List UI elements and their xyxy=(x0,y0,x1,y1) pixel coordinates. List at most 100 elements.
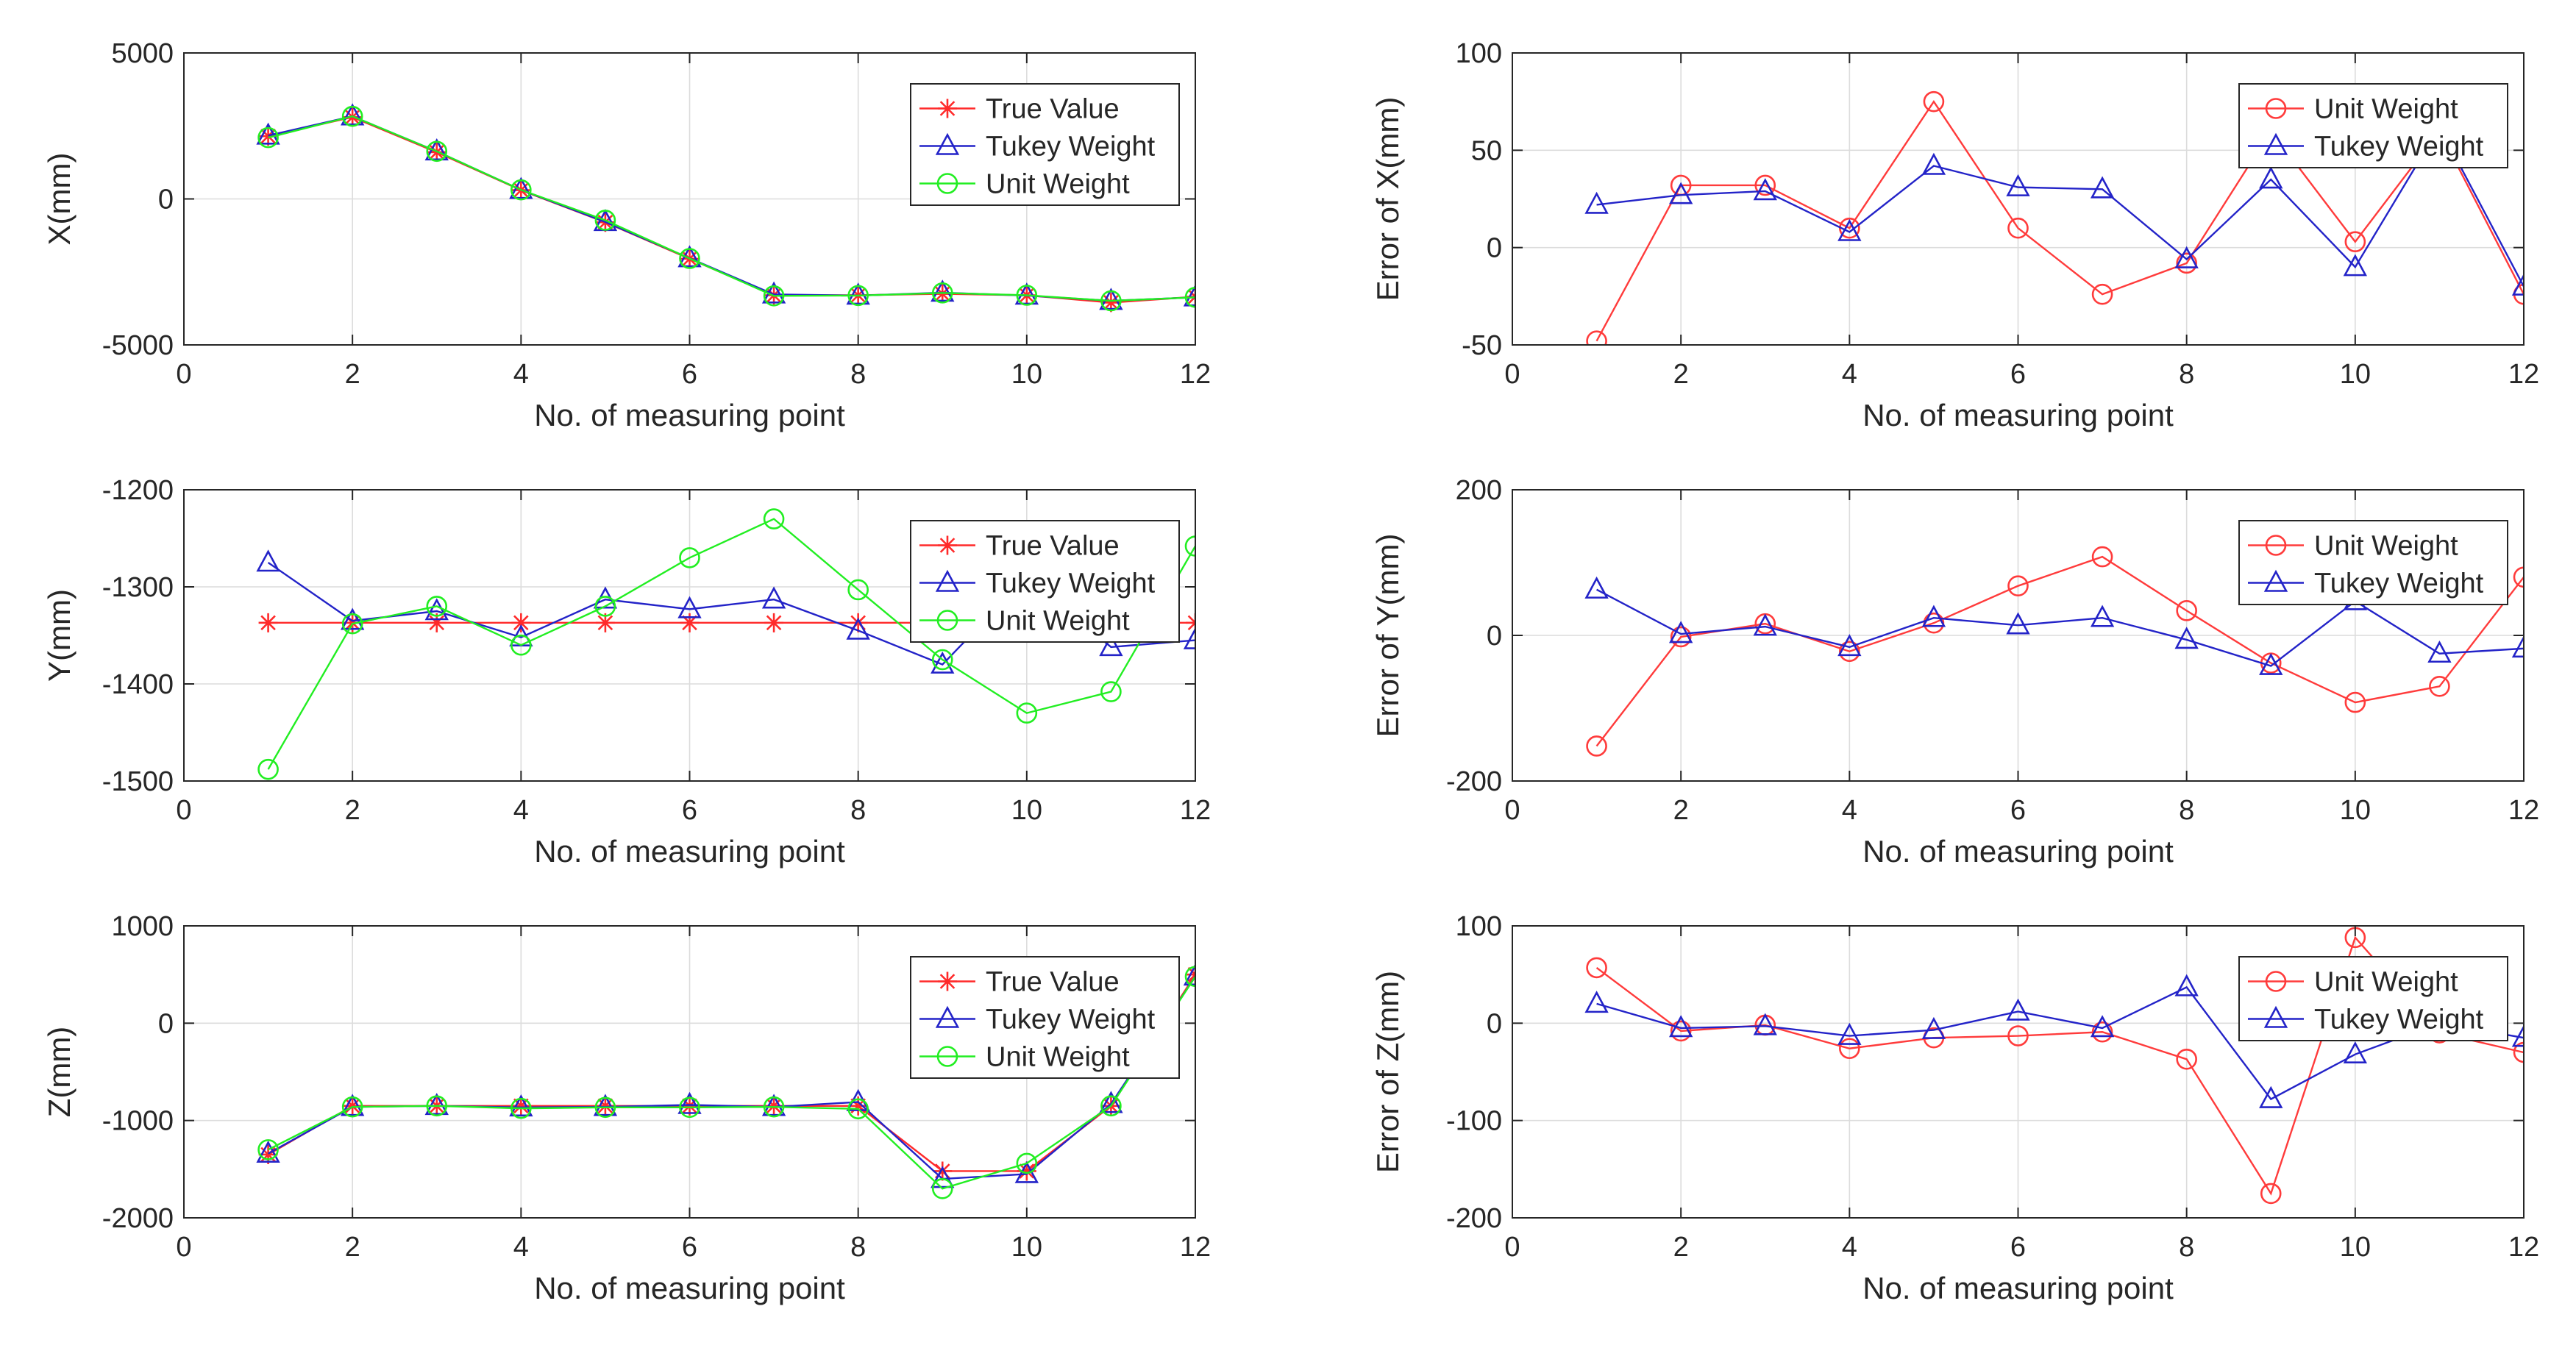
data-point xyxy=(1921,1016,1946,1039)
legend-entry: Unit Weight xyxy=(2248,531,2458,562)
series-group xyxy=(256,963,1195,1199)
y-axis-label: Error of X(mm) xyxy=(1370,97,1405,302)
x-tick-label: 10 xyxy=(1011,795,1042,826)
x-tick-label: 2 xyxy=(1673,795,1689,826)
data-point xyxy=(511,613,531,632)
data-point xyxy=(2259,652,2283,675)
series-unit-weight xyxy=(257,508,1195,780)
data-point xyxy=(679,547,700,568)
data-point xyxy=(2090,605,2115,627)
data-point xyxy=(1753,613,1777,636)
legend-marker xyxy=(936,173,958,194)
data-point xyxy=(595,613,615,632)
data-point xyxy=(2090,1015,2115,1038)
series-line xyxy=(1595,100,2524,342)
x-tick-label: 0 xyxy=(176,359,191,390)
x-tick-label: 2 xyxy=(1673,359,1689,390)
y-tick-label: 100 xyxy=(1456,38,1502,69)
legend-entry: Unit Weight xyxy=(919,169,1130,200)
y-tick-label: -1400 xyxy=(102,669,174,700)
data-point xyxy=(931,1178,953,1199)
legend-marker xyxy=(2265,98,2287,119)
y-axis-label: Error of Y(mm) xyxy=(1370,534,1405,738)
legend-marker xyxy=(935,1005,960,1028)
legend-label: Unit Weight xyxy=(986,169,1130,200)
data-point xyxy=(679,1096,700,1119)
y-tick-label: 5000 xyxy=(111,38,174,69)
y-tick-label: -2000 xyxy=(102,1203,174,1234)
data-point xyxy=(2344,231,2366,253)
data-point xyxy=(258,126,278,146)
x-tick-label: 12 xyxy=(1180,1232,1211,1263)
series-tukey-weight xyxy=(1584,974,2524,1108)
data-point xyxy=(511,1096,531,1116)
legend-entry: True Value xyxy=(919,967,1120,998)
data-point xyxy=(2007,1025,2029,1046)
legend-entry: Unit Weight xyxy=(919,606,1130,637)
chart-y-coordinate: 0 2 4 6 8 10 12 -1500 -1400 -1300 -1200 No. of meas… xyxy=(42,475,1211,869)
data-point xyxy=(341,1096,363,1118)
data-point xyxy=(510,634,532,656)
data-point xyxy=(341,613,363,635)
x-tick-label: 10 xyxy=(1011,359,1042,390)
data-point xyxy=(256,122,280,145)
y-tick-label: -5000 xyxy=(102,330,174,361)
x-axis-label: No. of measuring point xyxy=(534,398,845,432)
x-tick-label: 6 xyxy=(682,1232,697,1263)
series-unit-weight xyxy=(257,966,1195,1199)
y-tick-label: -200 xyxy=(1446,1203,1502,1234)
legend-marker xyxy=(936,1046,958,1067)
data-point xyxy=(2511,1024,2524,1047)
legend-marker xyxy=(2265,535,2287,556)
data-point xyxy=(1099,288,1123,310)
data-point xyxy=(256,549,280,572)
data-point xyxy=(1584,576,1609,599)
data-point xyxy=(1100,290,1122,312)
series-line xyxy=(1595,555,2524,747)
data-point xyxy=(761,1094,786,1116)
data-point xyxy=(931,279,955,302)
legend: True Value Tukey Weight Unit Weight xyxy=(910,520,1180,643)
series-group xyxy=(1584,546,2524,757)
data-point xyxy=(680,613,700,632)
data-point xyxy=(764,613,784,632)
x-tick-label: 6 xyxy=(682,359,697,390)
data-point xyxy=(343,613,363,632)
data-point xyxy=(593,1094,618,1116)
x-tick-label: 10 xyxy=(1011,1232,1042,1263)
legend-marker xyxy=(938,971,957,991)
data-point xyxy=(1839,1038,1860,1060)
legend-entry: True Value xyxy=(919,94,1120,125)
data-point xyxy=(847,1098,869,1120)
y-tick-label: -1200 xyxy=(102,475,174,506)
x-tick-label: 8 xyxy=(2179,795,2194,826)
data-point xyxy=(2091,283,2113,305)
y-tick-label: 200 xyxy=(1456,475,1502,506)
legend-label: Unit Weight xyxy=(2314,94,2458,125)
data-point xyxy=(677,1091,702,1114)
legend-box xyxy=(910,83,1180,206)
data-point xyxy=(1668,182,1693,204)
data-point xyxy=(2007,217,2029,239)
x-tick-label: 8 xyxy=(850,359,866,390)
data-point xyxy=(1754,174,1776,196)
data-point xyxy=(1584,991,1609,1013)
data-point xyxy=(340,607,365,630)
data-point xyxy=(847,579,869,601)
y-tick-label: -100 xyxy=(1446,1106,1502,1137)
data-point xyxy=(1668,621,1693,643)
data-point xyxy=(1100,1095,1122,1117)
data-point xyxy=(257,758,279,780)
x-tick-label: 2 xyxy=(345,795,360,826)
data-point xyxy=(2174,246,2199,268)
data-point xyxy=(1753,178,1777,201)
data-point xyxy=(1839,641,1860,663)
x-axis-label: No. of measuring point xyxy=(1862,834,2174,869)
x-tick-label: 10 xyxy=(2340,795,2371,826)
data-point xyxy=(2174,974,2199,996)
legend-label: Tukey Weight xyxy=(986,132,1156,163)
legend: Unit Weight Tukey Weight xyxy=(2238,520,2508,605)
data-point xyxy=(931,1166,955,1188)
